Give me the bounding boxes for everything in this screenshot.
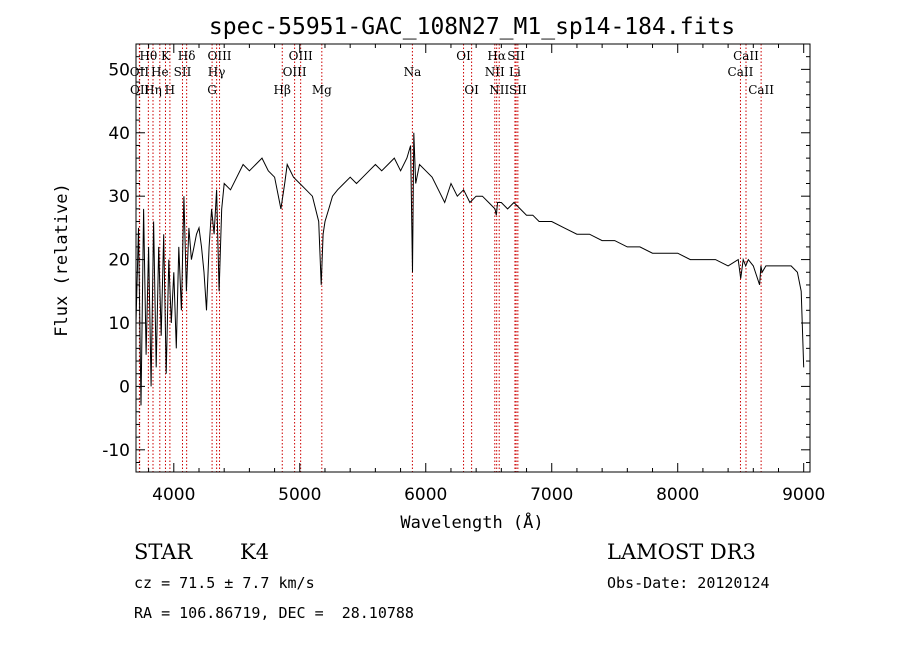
spectral-line-markers bbox=[138, 44, 762, 472]
spectral-line-label: Hδ bbox=[178, 49, 196, 63]
spectral-line-label: OI bbox=[456, 49, 471, 63]
spectral-line-label: OI bbox=[464, 83, 479, 97]
object-class: STAR bbox=[134, 540, 193, 564]
spectral-line-label: K bbox=[161, 49, 171, 63]
spectral-line-label: OIII bbox=[289, 49, 313, 63]
flux-series-line bbox=[135, 132, 805, 406]
spectral-line-label: Hγ bbox=[208, 65, 226, 79]
x-tick-label: 5000 bbox=[278, 485, 321, 505]
spectral-line-label: NII bbox=[489, 83, 509, 97]
y-tick-label: 40 bbox=[108, 124, 130, 144]
spectral-line-label: CaII bbox=[733, 49, 759, 63]
x-tick-label: 6000 bbox=[404, 485, 447, 505]
axis-ticks bbox=[136, 44, 810, 472]
spectral-line-label: OII bbox=[130, 65, 150, 79]
spectral-line-label: OIII bbox=[283, 65, 307, 79]
x-axis-label: Wavelength (Å) bbox=[400, 511, 543, 533]
spectral-line-label: CaII bbox=[748, 83, 774, 97]
y-tick-label: 10 bbox=[108, 314, 130, 334]
spectral-line-label: Li bbox=[509, 65, 521, 79]
spectral-line-label: Hα bbox=[487, 49, 506, 63]
y-axis-label: Flux (relative) bbox=[52, 183, 72, 337]
y-tick-label: 30 bbox=[108, 187, 130, 207]
spectral-line-label: SII bbox=[174, 65, 192, 79]
survey-name: LAMOST DR3 bbox=[607, 540, 756, 564]
spectral-line-label: Na bbox=[404, 65, 422, 79]
y-tick-label: 50 bbox=[108, 60, 130, 80]
coordinates: RA = 106.86719, DEC = 28.10788 bbox=[134, 604, 414, 622]
spectral-line-label: OII bbox=[130, 83, 150, 97]
redshift-velocity: cz = 71.5 ± 7.7 km/s bbox=[134, 574, 315, 592]
x-tick-label: 9000 bbox=[782, 485, 825, 505]
spectral-line-label: Hθ bbox=[139, 49, 157, 63]
spectral-line-label: He bbox=[151, 65, 169, 79]
spectral-line-label: CaII bbox=[728, 65, 754, 79]
y-tick-label: -10 bbox=[102, 441, 130, 461]
observation-date: Obs-Date: 20120124 bbox=[607, 574, 770, 592]
chart-title: spec-55951-GAC_108N27_M1_sp14-184.fits bbox=[209, 14, 735, 40]
spectral-line-label: OIII bbox=[207, 49, 231, 63]
spectral-line-label: Hη bbox=[144, 83, 162, 97]
spectral-line-label: SII bbox=[507, 49, 525, 63]
plot-frame bbox=[135, 43, 811, 473]
object-subclass: K4 bbox=[240, 540, 270, 564]
spectral-line-label: Hβ bbox=[274, 83, 291, 97]
spectral-line-label: SII bbox=[509, 83, 527, 97]
spectral-line-label: G bbox=[207, 83, 217, 97]
y-tick-label: 20 bbox=[108, 251, 130, 271]
x-tick-label: 4000 bbox=[152, 485, 195, 505]
spectral-line-label: H bbox=[165, 83, 175, 97]
x-tick-label: 7000 bbox=[530, 485, 573, 505]
y-tick-label: 0 bbox=[119, 377, 130, 397]
axis-tick-labels: 4000 5000 6000 7000 8000 9000 -10 0 10 20 30 40 50 bbox=[102, 60, 825, 505]
spectral-line-label: Mg bbox=[312, 83, 332, 97]
x-tick-label: 8000 bbox=[656, 485, 699, 505]
spectral-line-label: NII bbox=[485, 65, 505, 79]
